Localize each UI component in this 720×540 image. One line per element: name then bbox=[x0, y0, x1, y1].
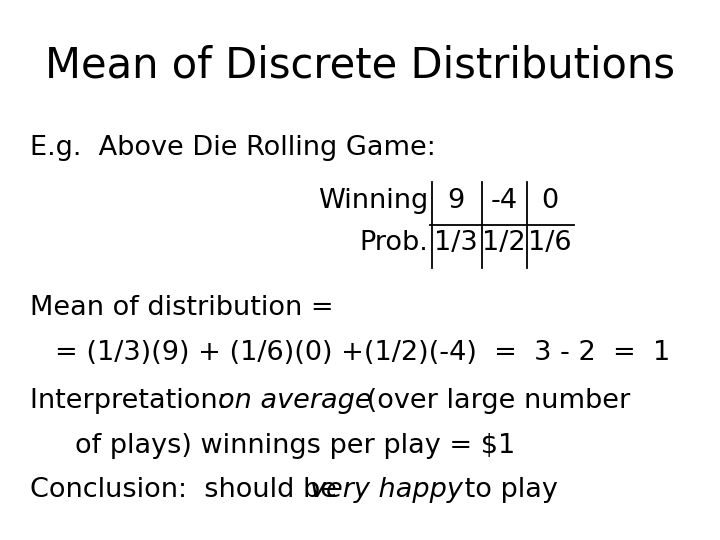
Text: Mean of Discrete Distributions: Mean of Discrete Distributions bbox=[45, 45, 675, 87]
Text: E.g.  Above Die Rolling Game:: E.g. Above Die Rolling Game: bbox=[30, 135, 436, 161]
Text: Interpretation:: Interpretation: bbox=[30, 388, 244, 414]
Text: Winning: Winning bbox=[318, 188, 428, 214]
Text: Prob.: Prob. bbox=[359, 230, 428, 256]
Text: of plays) winnings per play = $1: of plays) winnings per play = $1 bbox=[75, 433, 516, 459]
Text: Conclusion:  should be: Conclusion: should be bbox=[30, 477, 346, 503]
Text: to play: to play bbox=[456, 477, 558, 503]
Text: 9: 9 bbox=[447, 188, 464, 214]
Text: 1/2: 1/2 bbox=[482, 230, 526, 256]
Text: -4: -4 bbox=[490, 188, 518, 214]
Text: = (1/3)(9) + (1/6)(0) +(1/2)(-4)  =  3 - 2  =  1: = (1/3)(9) + (1/6)(0) +(1/2)(-4) = 3 - 2… bbox=[55, 340, 670, 366]
Text: 0: 0 bbox=[541, 188, 559, 214]
Text: (over large number: (over large number bbox=[358, 388, 630, 414]
Text: on average: on average bbox=[218, 388, 372, 414]
Text: 1/3: 1/3 bbox=[434, 230, 478, 256]
Text: very happy: very happy bbox=[310, 477, 463, 503]
Text: 1/6: 1/6 bbox=[528, 230, 572, 256]
Text: Mean of distribution =: Mean of distribution = bbox=[30, 295, 333, 321]
